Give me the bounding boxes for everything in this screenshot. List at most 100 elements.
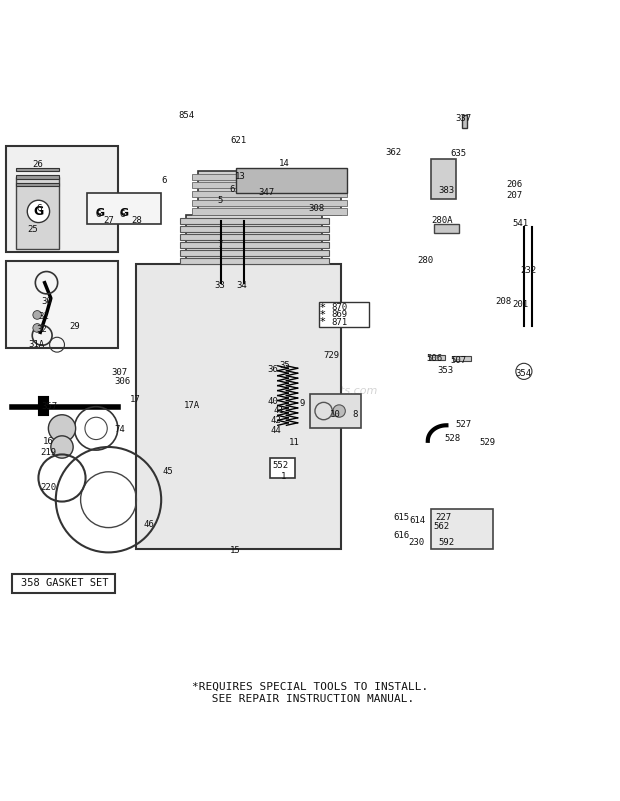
Text: 1: 1 xyxy=(281,472,286,481)
Bar xyxy=(319,302,369,327)
Text: G: G xyxy=(37,203,42,213)
Polygon shape xyxy=(192,199,347,206)
Polygon shape xyxy=(186,215,322,264)
Polygon shape xyxy=(198,171,341,215)
Text: 30: 30 xyxy=(41,297,52,306)
Text: 506: 506 xyxy=(426,354,442,363)
Text: 527: 527 xyxy=(456,420,472,429)
Text: 41: 41 xyxy=(273,406,285,415)
Circle shape xyxy=(51,436,73,458)
Text: 13: 13 xyxy=(235,171,246,180)
Text: 227: 227 xyxy=(435,513,451,521)
Text: 306: 306 xyxy=(115,377,131,386)
Bar xyxy=(310,394,361,429)
Text: 46: 46 xyxy=(143,520,154,529)
Text: 8: 8 xyxy=(353,410,358,419)
Polygon shape xyxy=(16,168,59,171)
Text: 870: 870 xyxy=(332,303,348,312)
Text: SEE REPAIR INSTRUCTION MANUAL.: SEE REPAIR INSTRUCTION MANUAL. xyxy=(205,694,415,704)
Text: 353: 353 xyxy=(437,366,453,375)
Text: 280: 280 xyxy=(417,256,433,265)
Text: 201: 201 xyxy=(513,300,529,309)
Text: 17A: 17A xyxy=(184,401,200,410)
Text: G: G xyxy=(120,207,128,218)
Text: 74: 74 xyxy=(114,425,125,434)
Text: 16: 16 xyxy=(43,437,54,446)
Text: 854: 854 xyxy=(178,111,194,120)
Text: 507: 507 xyxy=(451,356,467,364)
Text: 35: 35 xyxy=(280,361,291,370)
Text: 9: 9 xyxy=(300,399,305,408)
Text: 45: 45 xyxy=(162,467,173,477)
Text: 42: 42 xyxy=(270,417,281,425)
Circle shape xyxy=(27,200,50,223)
Text: 44: 44 xyxy=(270,426,281,436)
Text: 347: 347 xyxy=(259,188,275,197)
Text: 552: 552 xyxy=(273,461,289,470)
Polygon shape xyxy=(180,218,329,223)
Bar xyxy=(453,356,471,361)
Text: eReplacementParts.com: eReplacementParts.com xyxy=(242,386,378,396)
Text: 354: 354 xyxy=(516,369,532,378)
Text: *REQUIRES SPECIAL TOOLS TO INSTALL.: *REQUIRES SPECIAL TOOLS TO INSTALL. xyxy=(192,682,428,692)
Text: 29: 29 xyxy=(69,321,80,331)
Text: 220: 220 xyxy=(40,483,56,492)
Polygon shape xyxy=(192,208,347,215)
Text: 358 GASKET SET: 358 GASKET SET xyxy=(21,578,109,589)
Text: 28: 28 xyxy=(131,216,142,225)
Text: 614: 614 xyxy=(409,516,425,525)
Text: 17: 17 xyxy=(130,395,141,404)
Bar xyxy=(6,261,118,348)
Text: 280A: 280A xyxy=(432,216,453,225)
Text: 10: 10 xyxy=(329,410,340,419)
Text: 729: 729 xyxy=(324,352,340,360)
Bar xyxy=(270,458,295,478)
Text: 6: 6 xyxy=(230,185,235,194)
Polygon shape xyxy=(16,177,59,248)
Text: 362: 362 xyxy=(386,148,402,157)
Polygon shape xyxy=(192,191,347,197)
Text: 6: 6 xyxy=(162,176,167,185)
Circle shape xyxy=(333,405,345,417)
Text: 529: 529 xyxy=(479,438,495,447)
Circle shape xyxy=(48,415,76,442)
Text: 635: 635 xyxy=(451,149,467,159)
Text: G: G xyxy=(33,205,43,218)
Text: 33: 33 xyxy=(215,281,226,290)
Text: 219: 219 xyxy=(40,448,56,457)
Text: 7: 7 xyxy=(218,239,223,249)
Polygon shape xyxy=(192,174,347,179)
Text: 615: 615 xyxy=(394,513,410,521)
Polygon shape xyxy=(136,264,341,549)
Text: 230: 230 xyxy=(409,538,425,547)
Polygon shape xyxy=(16,175,59,179)
Polygon shape xyxy=(180,258,329,264)
Text: *: * xyxy=(319,317,326,328)
Text: 307: 307 xyxy=(111,368,127,377)
Text: 541: 541 xyxy=(513,219,529,227)
Text: 32: 32 xyxy=(37,324,48,334)
Text: 562: 562 xyxy=(433,522,450,532)
Text: 27: 27 xyxy=(103,216,114,225)
Text: 337: 337 xyxy=(456,114,472,123)
Circle shape xyxy=(33,324,42,332)
Bar xyxy=(431,509,493,549)
Text: *: * xyxy=(319,310,326,320)
Polygon shape xyxy=(180,226,329,231)
Text: 528: 528 xyxy=(445,434,461,444)
Bar xyxy=(87,193,161,223)
Text: *: * xyxy=(319,303,326,312)
Text: 25: 25 xyxy=(27,226,38,235)
Text: 26: 26 xyxy=(32,160,43,169)
Text: 34: 34 xyxy=(236,281,247,290)
Polygon shape xyxy=(192,183,347,188)
Text: 31: 31 xyxy=(38,312,49,321)
Circle shape xyxy=(33,311,42,320)
Text: 31A: 31A xyxy=(28,340,44,349)
Text: 5: 5 xyxy=(218,196,223,205)
Bar xyxy=(431,159,456,199)
Text: 14: 14 xyxy=(278,159,290,168)
Bar xyxy=(12,574,115,593)
Text: 40: 40 xyxy=(267,397,278,406)
Polygon shape xyxy=(462,115,467,127)
